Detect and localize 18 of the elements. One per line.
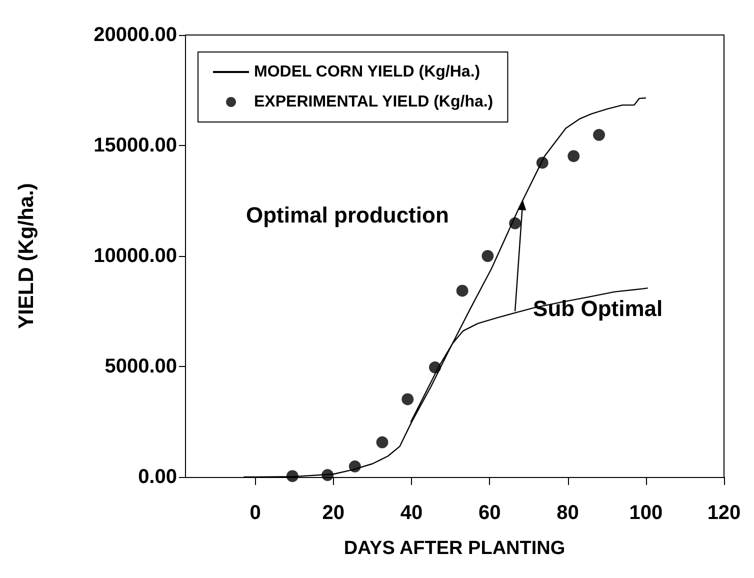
x-tick-label: 0 <box>250 502 261 524</box>
x-tick-label: 120 <box>707 502 741 524</box>
x-axis-title: DAYS AFTER PLANTING <box>344 538 566 559</box>
y-tick-label: 20000.00 <box>94 24 177 46</box>
x-tick-label: 80 <box>556 502 579 524</box>
annotation: Sub Optimal <box>533 296 663 321</box>
y-tick-label: 15000.00 <box>94 134 177 156</box>
x-tick-label: 20 <box>322 502 345 524</box>
x-tick-label: 40 <box>400 502 423 524</box>
x-tick-label: 60 <box>478 502 501 524</box>
legend-label: EXPERIMENTAL YIELD (Kg/ha.) <box>254 94 494 110</box>
y-tick-label: 0.00 <box>138 466 177 488</box>
y-tick-label: 10000.00 <box>94 245 177 267</box>
legend-label: MODEL CORN YIELD (Kg/Ha.) <box>254 64 480 80</box>
y-axis-title: YIELD (Kg/ha.) <box>15 183 38 329</box>
y-tick-label: 5000.00 <box>104 356 177 378</box>
annotation: Optimal production <box>246 202 449 228</box>
x-tick-label: 100 <box>629 502 663 524</box>
